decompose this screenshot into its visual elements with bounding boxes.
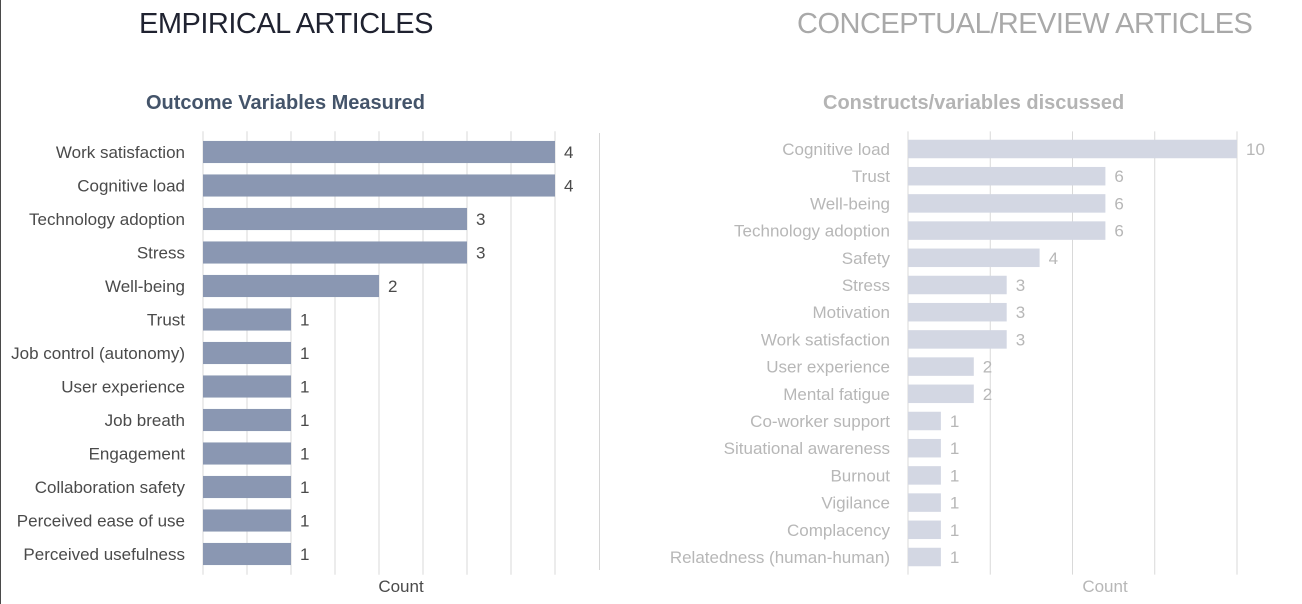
category-label: Well-being [105, 277, 185, 296]
bar-situational-awareness [908, 438, 941, 458]
value-label: 1 [950, 412, 959, 431]
value-label: 4 [1049, 249, 1058, 268]
chart-title: Constructs/variables discussed [823, 92, 1124, 114]
value-label: 3 [1016, 276, 1025, 295]
bar-motivation [908, 302, 1007, 322]
bar-trust [203, 308, 291, 331]
bar-work-satisfaction [203, 140, 555, 164]
value-label: 6 [1114, 194, 1123, 213]
value-label: 1 [950, 494, 959, 513]
category-label: Engagement [89, 445, 186, 464]
value-label: 1 [300, 445, 309, 464]
x-axis-label: Count [378, 577, 424, 596]
value-label: 6 [1114, 222, 1123, 241]
constructs-discussed-chart: Constructs/variables discussed Cognitive … [670, 92, 1265, 596]
category-label: Mental fatigue [783, 385, 890, 404]
value-label: 2 [388, 277, 397, 296]
category-label: Work satisfaction [56, 143, 185, 162]
category-label: Safety [842, 249, 891, 268]
bar-stress [908, 275, 1007, 295]
bar-technology-adoption [908, 221, 1106, 240]
category-label: Well-being [810, 194, 890, 213]
chart-title: Outcome Variables Measured [146, 92, 425, 114]
bar-well-being [203, 274, 379, 298]
value-label: 1 [950, 439, 959, 458]
category-label: Stress [137, 244, 185, 263]
category-label: Technology adoption [29, 210, 185, 229]
category-label: Trust [147, 311, 185, 330]
category-label: Trust [852, 167, 890, 186]
value-label: 3 [476, 244, 485, 263]
category-label: Situational awareness [724, 439, 890, 458]
outcome-variables-chart: Outcome Variables Measured Work satisfact… [11, 92, 573, 596]
value-label: 3 [1016, 330, 1025, 349]
bar-perceived-ease-of-use [203, 509, 291, 532]
value-label: 3 [1016, 303, 1025, 322]
category-label: Stress [842, 276, 890, 295]
value-label: 4 [564, 177, 573, 196]
bar-work-satisfaction [908, 330, 1007, 349]
value-label: 1 [300, 478, 309, 497]
value-label: 1 [950, 548, 959, 567]
bar-relatedness-human-human [908, 547, 941, 567]
value-label: 10 [1246, 140, 1265, 159]
category-label: User experience [766, 358, 890, 377]
bar-co-worker-support [908, 411, 941, 431]
value-label: 4 [564, 143, 573, 162]
bar-technology-adoption [203, 207, 467, 231]
category-label: Relatedness (human-human) [670, 548, 890, 567]
conceptual-review-articles-header: CONCEPTUAL/REVIEW ARTICLES [797, 8, 1253, 40]
x-axis-label: Count [1082, 577, 1128, 596]
value-label: 3 [476, 210, 485, 229]
bar-vigilance [908, 493, 941, 512]
value-label: 1 [300, 344, 309, 363]
bar-safety [908, 248, 1040, 268]
value-label: 1 [950, 466, 959, 485]
bar-mental-fatigue [908, 384, 974, 404]
bar-collaboration-safety [203, 475, 291, 499]
category-label: Vigilance [821, 494, 890, 513]
value-label: 1 [300, 512, 309, 531]
bar-cognitive-load [203, 174, 555, 197]
category-label: Cognitive load [77, 177, 185, 196]
category-label: Complacency [787, 521, 890, 540]
category-label: Burnout [830, 466, 890, 485]
bar-well-being [908, 194, 1106, 213]
value-label: 1 [300, 378, 309, 397]
category-label: Motivation [813, 303, 890, 322]
value-label: 1 [300, 545, 309, 564]
bar-engagement [203, 442, 291, 465]
bar-perceived-usefulness [203, 542, 291, 566]
category-label: Cognitive load [782, 140, 890, 159]
bar-complacency [908, 520, 941, 540]
bar-trust [908, 166, 1106, 186]
value-label: 2 [983, 385, 992, 404]
value-label: 1 [300, 311, 309, 330]
category-label: Technology adoption [734, 222, 890, 241]
bar-stress [203, 241, 467, 264]
empirical-articles-header: EMPIRICAL ARTICLES [139, 8, 434, 40]
value-label: 1 [300, 411, 309, 430]
value-label: 2 [983, 358, 992, 377]
bar-user-experience [203, 375, 291, 398]
bar-job-control-autonomy [203, 341, 291, 365]
category-label: Perceived ease of use [17, 512, 185, 531]
category-label: Work satisfaction [761, 330, 890, 349]
category-label: Co-worker support [750, 412, 890, 431]
category-label: Perceived usefulness [23, 545, 185, 564]
bar-cognitive-load [908, 139, 1237, 159]
left-border-line [0, 0, 1, 604]
bar-user-experience [908, 357, 974, 376]
bar-burnout [908, 466, 941, 485]
category-label: Collaboration safety [35, 478, 186, 497]
value-label: 1 [950, 521, 959, 540]
panel-separator [599, 133, 600, 570]
value-label: 6 [1114, 167, 1123, 186]
bar-job-breath [203, 408, 291, 432]
category-label: User experience [61, 378, 185, 397]
category-label: Job breath [105, 411, 185, 430]
category-label: Job control (autonomy) [11, 344, 185, 363]
